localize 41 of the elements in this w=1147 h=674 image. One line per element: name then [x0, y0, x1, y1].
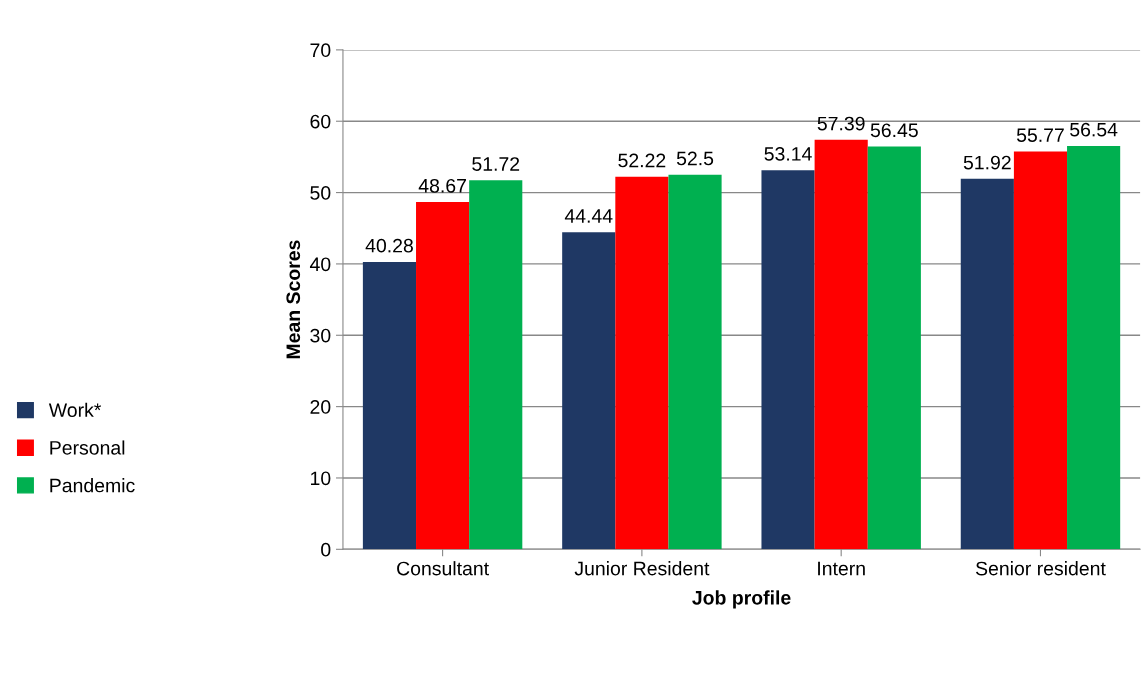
data-label: 56.54	[1070, 122, 1118, 137]
bar	[814, 139, 868, 550]
y-tick-label: 0	[321, 542, 331, 557]
y-tick-label: 10	[311, 471, 331, 486]
y-tick-label: 60	[310, 114, 331, 129]
data-label: 48.67	[418, 178, 466, 193]
bar	[960, 178, 1014, 550]
bar	[615, 176, 669, 550]
legend-label: Work*	[48, 402, 102, 418]
y-axis-title: Mean Scores	[286, 240, 301, 359]
data-label: 56.45	[870, 123, 918, 138]
data-label: 40.28	[365, 238, 413, 253]
legend-label: Pandemic	[50, 478, 135, 493]
data-label: 51.72	[472, 157, 520, 171]
bar	[469, 180, 523, 550]
y-tick-label: 70	[310, 43, 331, 58]
x-tick-label: Consultant	[397, 561, 489, 576]
bar	[362, 261, 417, 550]
y-tick-label: 20	[310, 400, 331, 414]
data-label: 52.22	[618, 153, 666, 168]
data-label: 57.39	[817, 116, 865, 131]
bar	[416, 202, 470, 550]
x-axis-title: Job profile	[692, 590, 791, 609]
bar	[562, 232, 616, 550]
bar	[867, 146, 921, 550]
x-tick-label: Senior resident	[975, 561, 1106, 576]
data-label: 44.44	[564, 209, 613, 223]
x-tick-label: Junior Resident	[574, 561, 710, 576]
y-tick-label: 40	[309, 257, 331, 272]
x-tick-label: Intern	[818, 561, 865, 576]
bar	[1067, 145, 1121, 550]
data-label: 55.77	[1016, 128, 1064, 142]
data-label: 53.14	[764, 147, 812, 161]
bar	[761, 170, 815, 550]
bar	[1013, 151, 1068, 550]
legend-label: Personal	[50, 440, 125, 455]
data-label: 52.5	[676, 151, 714, 166]
y-tick-label: 50	[310, 186, 331, 200]
y-tick-label: 30	[310, 328, 331, 343]
data-label: 51.92	[963, 155, 1011, 170]
bar	[668, 174, 722, 550]
